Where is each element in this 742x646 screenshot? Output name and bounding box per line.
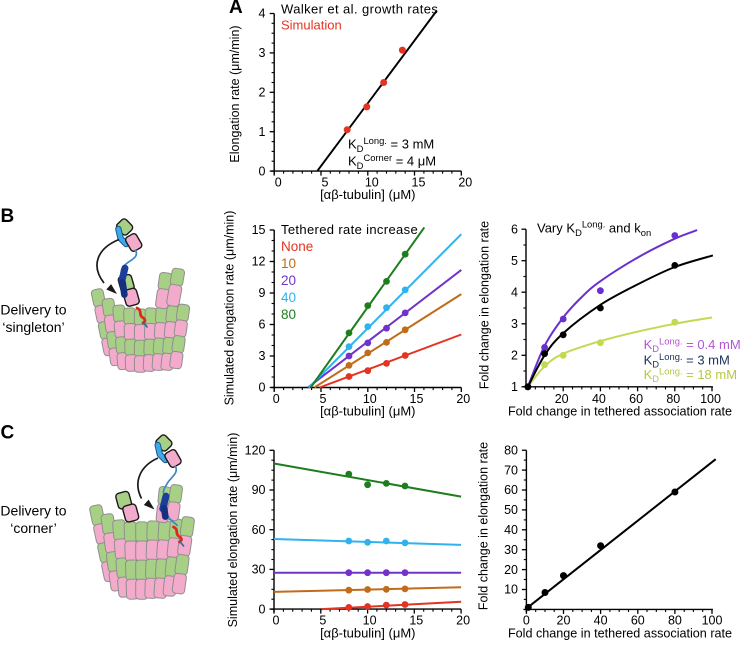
svg-text:‘singleton’: ‘singleton’ xyxy=(2,319,64,335)
svg-text:40: 40 xyxy=(504,523,518,537)
svg-text:50: 50 xyxy=(504,503,518,517)
svg-text:0: 0 xyxy=(273,392,280,406)
svg-text:60: 60 xyxy=(629,392,643,406)
svg-text:20: 20 xyxy=(456,614,470,628)
svg-text:Simulated elongation rate (μm/: Simulated elongation rate (μm/min) xyxy=(226,433,240,628)
svg-text:80: 80 xyxy=(281,307,296,322)
svg-text:10: 10 xyxy=(363,392,377,406)
svg-text:B: B xyxy=(1,206,15,227)
svg-text:5: 5 xyxy=(511,254,518,268)
svg-text:1: 1 xyxy=(511,380,518,394)
svg-text:0: 0 xyxy=(259,164,266,178)
svg-text:Simulation: Simulation xyxy=(281,18,342,33)
svg-text:80: 80 xyxy=(668,614,682,628)
svg-text:C: C xyxy=(1,423,15,444)
svg-text:20: 20 xyxy=(504,563,518,577)
svg-text:‘corner’: ‘corner’ xyxy=(10,520,56,536)
svg-text:15: 15 xyxy=(410,392,424,406)
svg-text:70: 70 xyxy=(504,463,518,477)
svg-text:10: 10 xyxy=(365,176,379,190)
svg-text:Elongation rate (μm/min): Elongation rate (μm/min) xyxy=(228,25,242,162)
svg-text:Fold change in elongation rate: Fold change in elongation rate xyxy=(477,442,491,610)
svg-text:Walker et al. growth rates: Walker et al. growth rates xyxy=(281,2,438,17)
svg-text:2: 2 xyxy=(259,86,266,100)
svg-text:40: 40 xyxy=(281,290,296,305)
svg-text:2: 2 xyxy=(511,349,518,363)
svg-text:10: 10 xyxy=(504,583,518,597)
svg-text:4: 4 xyxy=(511,285,518,299)
svg-text:None: None xyxy=(281,239,313,254)
svg-text:5: 5 xyxy=(319,614,326,628)
svg-text:3: 3 xyxy=(259,349,266,363)
svg-text:[αβ-tubulin] (μM): [αβ-tubulin] (μM) xyxy=(320,626,415,641)
svg-text:10: 10 xyxy=(281,256,296,271)
svg-text:6: 6 xyxy=(511,222,518,236)
svg-text:4: 4 xyxy=(259,7,266,21)
svg-text:40: 40 xyxy=(592,392,606,406)
svg-text:20: 20 xyxy=(281,273,296,288)
svg-text:10: 10 xyxy=(363,614,377,628)
svg-text:80: 80 xyxy=(504,443,518,457)
svg-text:Simulated elongation rate (μm/: Simulated elongation rate (μm/min) xyxy=(223,211,237,406)
svg-text:Vary KDLong. and kon: Vary KDLong. and kon xyxy=(537,219,651,239)
svg-text:[αβ-tubulin] (μM): [αβ-tubulin] (μM) xyxy=(320,187,415,202)
svg-text:0: 0 xyxy=(523,614,530,628)
svg-text:5: 5 xyxy=(322,176,329,190)
svg-text:20: 20 xyxy=(555,392,569,406)
svg-text:80: 80 xyxy=(666,392,680,406)
svg-text:5: 5 xyxy=(320,392,327,406)
svg-text:3: 3 xyxy=(511,317,518,331)
svg-text:6: 6 xyxy=(259,318,266,332)
svg-text:20: 20 xyxy=(557,614,571,628)
svg-text:1: 1 xyxy=(259,125,266,139)
svg-text:15: 15 xyxy=(409,614,423,628)
svg-text:20: 20 xyxy=(458,176,472,190)
svg-text:15: 15 xyxy=(412,176,426,190)
svg-text:100: 100 xyxy=(700,392,721,406)
svg-text:[αβ-tubulin] (μM): [αβ-tubulin] (μM) xyxy=(320,404,415,419)
svg-text:0: 0 xyxy=(259,381,266,395)
svg-text:9: 9 xyxy=(259,286,266,300)
svg-text:Tethered rate increase: Tethered rate increase xyxy=(281,222,418,237)
svg-text:3: 3 xyxy=(259,46,266,60)
svg-text:100: 100 xyxy=(702,614,723,628)
svg-text:120: 120 xyxy=(245,444,266,458)
svg-text:15: 15 xyxy=(252,223,266,237)
svg-text:60: 60 xyxy=(252,523,266,537)
svg-text:60: 60 xyxy=(631,614,645,628)
svg-text:Delivery to: Delivery to xyxy=(0,302,66,318)
svg-text:Fold change in tethered associ: Fold change in tethered association rate xyxy=(508,405,732,419)
svg-text:20: 20 xyxy=(456,392,470,406)
svg-text:Fold change in tethered associ: Fold change in tethered association rate xyxy=(508,627,732,641)
svg-text:60: 60 xyxy=(504,483,518,497)
svg-text:0: 0 xyxy=(259,602,266,616)
svg-text:40: 40 xyxy=(594,614,608,628)
svg-text:30: 30 xyxy=(252,563,266,577)
svg-text:0: 0 xyxy=(273,614,280,628)
svg-text:12: 12 xyxy=(252,255,266,269)
svg-text:A: A xyxy=(229,0,243,18)
svg-text:0: 0 xyxy=(275,176,282,190)
svg-text:Fold change in elongation rate: Fold change in elongation rate xyxy=(478,221,492,389)
svg-text:90: 90 xyxy=(252,483,266,497)
svg-text:Delivery to: Delivery to xyxy=(0,503,66,519)
svg-text:30: 30 xyxy=(504,543,518,557)
